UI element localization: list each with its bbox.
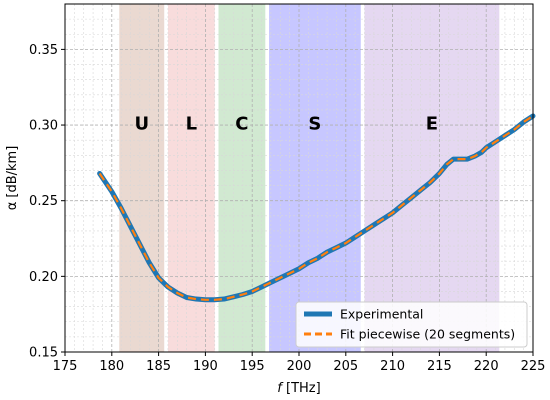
series-layer: [97, 113, 536, 303]
y-tick-label: 0.25: [29, 194, 58, 209]
x-tick-label: 185: [146, 359, 171, 374]
y-tick-label: 0.30: [29, 119, 58, 134]
band-label-s: S: [308, 114, 321, 135]
band-label-e: E: [426, 114, 438, 135]
band-s: [269, 4, 361, 352]
y-tick-label: 0.15: [29, 346, 58, 361]
x-tick-label: 190: [193, 359, 218, 374]
x-tick-label: 180: [99, 359, 124, 374]
band-label-c: C: [235, 114, 248, 135]
x-tick-label: 200: [287, 359, 312, 374]
x-axis-label: f [THz]: [277, 381, 320, 396]
x-tick-label: 175: [53, 359, 78, 374]
ticks-layer: 175 180 185 190 195 200 205 210 215 220 225 0.15 0.2…: [29, 43, 545, 374]
x-tick-label: 225: [521, 359, 546, 374]
band-label-l: L: [186, 114, 197, 135]
bands-layer: [119, 4, 500, 352]
legend-label-fit-piecewise: Fit piecewise (20 segments): [340, 327, 515, 342]
y-axis-label: α [dB/km]: [5, 146, 20, 211]
band-label-u: U: [134, 114, 149, 135]
x-tick-label: 210: [380, 359, 405, 374]
y-tick-label: 0.35: [29, 43, 58, 58]
x-tick-label: 215: [427, 359, 452, 374]
legend: Experimental Fit piecewise (20 segments): [295, 301, 528, 348]
x-tick-label: 205: [333, 359, 358, 374]
x-tick-label: 220: [474, 359, 499, 374]
x-tick-label: 195: [240, 359, 265, 374]
y-tick-label: 0.20: [29, 270, 58, 285]
band-u: [119, 4, 165, 352]
series-line-fit-piecewise: [98, 115, 534, 301]
legend-box: [295, 301, 528, 348]
legend-label-experimental: Experimental: [340, 307, 423, 322]
